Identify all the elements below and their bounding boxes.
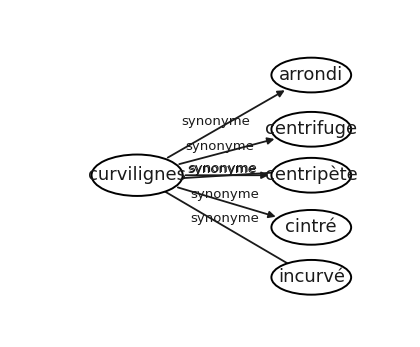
Text: curvilignes: curvilignes	[88, 166, 186, 184]
Ellipse shape	[271, 210, 351, 245]
Ellipse shape	[271, 260, 351, 295]
Text: synonyme: synonyme	[181, 116, 250, 128]
Text: synonyme: synonyme	[190, 212, 259, 225]
Text: centrifuge: centrifuge	[265, 120, 357, 138]
Text: synonyme: synonyme	[188, 162, 257, 175]
Text: cintré: cintré	[286, 218, 337, 236]
Text: synonyme: synonyme	[185, 140, 254, 153]
Ellipse shape	[271, 58, 351, 92]
Text: arrondi: arrondi	[279, 66, 344, 84]
Text: synonyme: synonyme	[190, 188, 259, 201]
Ellipse shape	[92, 154, 183, 196]
Text: centripète: centripète	[265, 166, 358, 185]
Ellipse shape	[271, 158, 351, 193]
Text: incurvé: incurvé	[278, 268, 345, 286]
Text: synonyme: synonyme	[187, 162, 256, 176]
Ellipse shape	[271, 112, 351, 147]
